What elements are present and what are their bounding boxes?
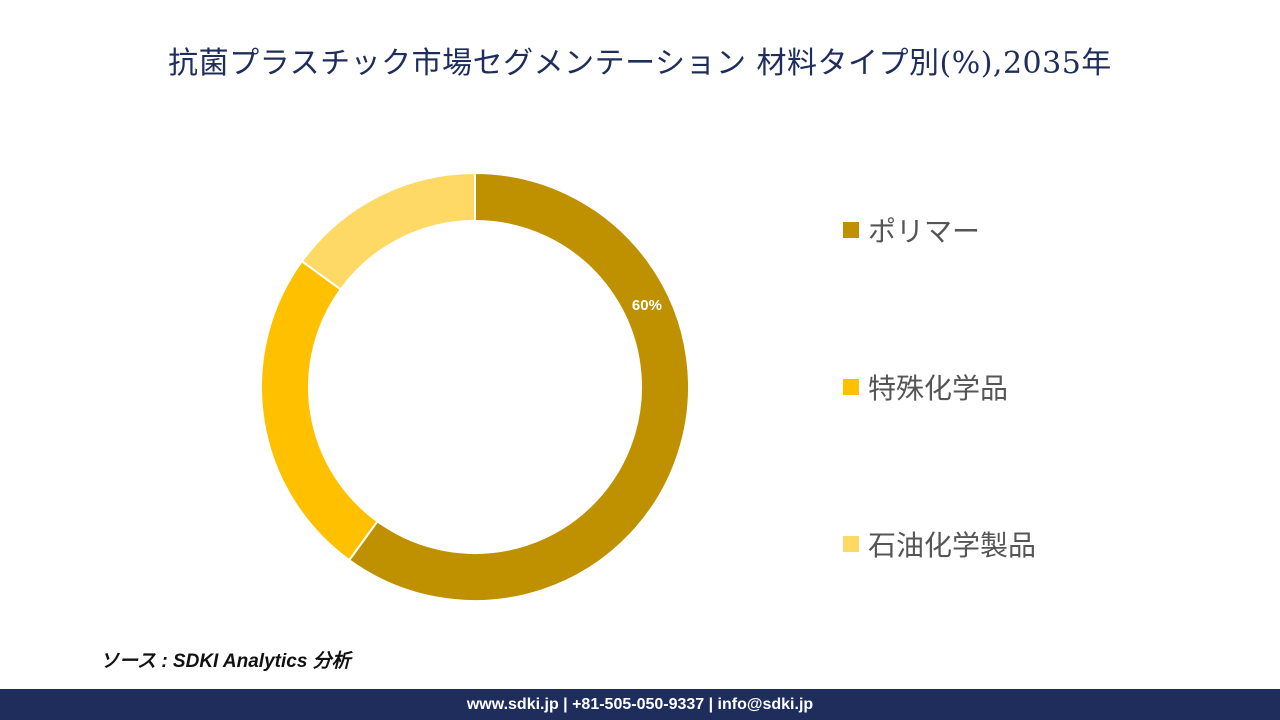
legend-item-petrochemicals: 石油化学製品	[843, 524, 1036, 564]
legend-label-specialty-chemicals: 特殊化学品	[868, 372, 1009, 405]
donut-chart: 60%	[260, 171, 690, 602]
legend-swatch-polymer	[843, 222, 859, 238]
legend-item-specialty-chemicals: 特殊化学品	[843, 367, 1008, 407]
legend-label-petrochemicals: 石油化学製品	[868, 529, 1037, 562]
legend-label-polymer: ポリマー	[868, 215, 981, 248]
legend-swatch-petrochemicals	[843, 536, 859, 552]
donut-slice-specialty-chemicals	[260, 259, 379, 562]
source-note: ソース : SDKI Analytics 分析	[100, 651, 351, 672]
chart-title: 抗菌プラスチック市場セグメンテーション 材料タイプ別(%),2035年	[168, 46, 1112, 81]
footer-contact-bar: www.sdki.jp | +81-505-050-9337 | info@sd…	[0, 689, 1280, 720]
legend-item-polymer: ポリマー	[843, 210, 980, 250]
donut-slice-petrochemicals	[300, 171, 476, 291]
legend-swatch-specialty-chemicals	[843, 379, 859, 395]
donut-slice-polymer	[347, 171, 690, 602]
data-label-polymer: 60%	[632, 297, 662, 314]
